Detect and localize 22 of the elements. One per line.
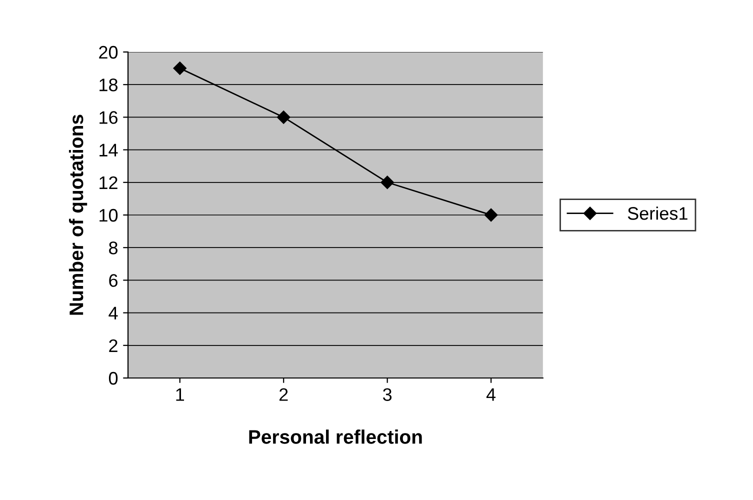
y-tick-label: 6 (109, 274, 118, 287)
y-tick-label: 10 (100, 208, 118, 222)
y-tick-label: 20 (99, 46, 118, 59)
x-tick-label: 2 (279, 388, 288, 401)
y-tick-label: 4 (108, 306, 118, 320)
x-tick-label: 1 (176, 388, 184, 401)
point (484, 208, 498, 222)
y-tick-label: 16 (100, 111, 118, 124)
x-tick-label: 3 (382, 388, 392, 401)
x-axis-title: Personal reflection (249, 430, 422, 444)
y-tick-label: 0 (108, 372, 118, 385)
y-tick-label: 18 (100, 78, 118, 92)
legend-label: Series1 (628, 206, 688, 220)
x-tick-label: 4 (486, 388, 496, 401)
point (173, 62, 186, 75)
y-tick-label: 8 (109, 242, 118, 254)
y-axis-title: Number of quotations (68, 114, 88, 315)
y-tick-label: 2 (109, 339, 118, 352)
y-tick-label: 12 (100, 176, 118, 189)
point (380, 176, 394, 189)
point (277, 110, 290, 124)
y-tick-label: 14 (100, 144, 118, 156)
